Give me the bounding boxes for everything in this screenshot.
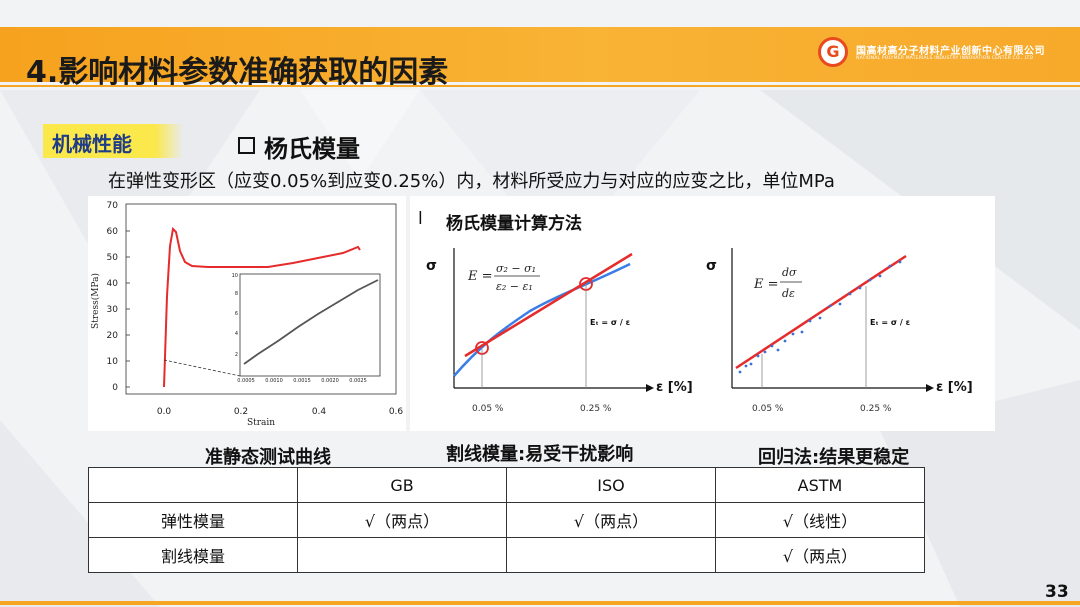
table-cell	[506, 537, 716, 573]
inset-plot: 2 4 6 8 10 0.0005 0.0010 0.0015 0.0020 0…	[232, 273, 381, 384]
inset-ytick-2: 2	[235, 352, 238, 358]
section-tag-bg	[43, 124, 183, 158]
ytick-10: 10	[107, 357, 119, 367]
table-row: 弹性模量 √（两点） √（两点） √（线性）	[88, 502, 925, 538]
description-text: 在弹性变形区（应变0.05%到应变0.25%）内，材料所受应力与对应的应变之比，…	[108, 171, 835, 192]
inset-ytick-10: 10	[232, 273, 238, 279]
inset-xtick-3: 0.0015	[293, 378, 311, 384]
row-label: 割线模量	[88, 537, 298, 573]
standards-table: GB ISO ASTM 弹性模量 √（两点） √（两点） √（线性） 割线模量 …	[88, 467, 925, 573]
inset-xtick-2: 0.0010	[265, 378, 283, 384]
figure-title: 杨氏模量计算方法	[446, 214, 582, 234]
tick-025-2: 0.25 %	[860, 404, 892, 414]
svg-text:σ₂ − σ₁: σ₂ − σ₁	[496, 262, 536, 275]
header-cell-gb: GB	[297, 467, 507, 503]
header-cell-blank	[88, 467, 298, 503]
ytick-60: 60	[107, 227, 119, 237]
company-name-en: NATIONAL POLYMER MATERIALS INDUSTRY INNO…	[856, 56, 1034, 61]
ytick-50: 50	[107, 253, 119, 263]
xtick-0.0: 0.0	[157, 407, 172, 417]
inset-ytick-4: 4	[235, 331, 238, 337]
relation-label-1: Eₜ = σ / ε	[590, 318, 630, 327]
checkbox-square-icon	[238, 137, 255, 154]
regression-line	[735, 254, 907, 370]
stress-strain-figure: 0 10 20 30 40 50 60 70 0.0 0.2 0.4 0.6 S…	[88, 196, 406, 431]
inset-ytick-8: 8	[235, 291, 238, 297]
tick-005-1: 0.05 %	[472, 404, 504, 414]
table-cell: √（线性）	[715, 502, 925, 538]
ytick-20: 20	[107, 331, 119, 341]
caption-right: 回归法:结果更稳定	[758, 447, 910, 468]
row-label: 弹性模量	[88, 502, 298, 538]
section-subtitle: 杨氏模量	[264, 135, 360, 163]
caption-left: 准静态测试曲线	[205, 447, 331, 468]
header-divider	[0, 85, 1080, 87]
xtick-0.6: 0.6	[389, 407, 404, 417]
modulus-methods-figure: σ ε [%] E = σ₂ − σ₁ ε₂ − ε₁ Eₜ = σ / ε 0…	[410, 196, 995, 431]
strain-axis-label-2: ε [%]	[936, 380, 973, 395]
table-cell	[297, 537, 507, 573]
caption-middle: 割线模量:易受干扰影响	[446, 444, 634, 465]
ytick-70: 70	[107, 201, 119, 211]
company-logo-icon: G	[818, 37, 848, 67]
y-axis-label: Stress(MPa)	[90, 273, 101, 329]
header-cell-astm: ASTM	[715, 467, 925, 503]
sigma-label-2: σ	[706, 258, 717, 274]
svg-text:E =: E =	[753, 277, 779, 292]
table-row: 割线模量 √（两点）	[88, 537, 925, 573]
svg-text:dε: dε	[782, 287, 795, 300]
inset-xtick-5: 0.0025	[349, 378, 367, 384]
sigma-label-1: σ	[426, 258, 437, 274]
xtick-0.4: 0.4	[312, 407, 327, 417]
header-bar	[0, 27, 1080, 82]
inset-curve	[243, 279, 379, 365]
company-name-cn: 国高材高分子材料产业创新中心有限公司	[856, 46, 1045, 57]
svg-text:E =: E =	[467, 269, 493, 284]
blue-material-curve	[453, 262, 631, 377]
tick-025-1: 0.25 %	[580, 404, 612, 414]
secant-diagram: σ ε [%] E = σ₂ − σ₁ ε₂ − ε₁ Eₜ = σ / ε 0…	[426, 248, 693, 414]
inset-ytick-6: 6	[235, 311, 238, 317]
footer-divider	[0, 601, 1080, 605]
regression-diagram: σ ε [%] E = dσ dε Eₜ = σ / ε 0.05 %	[706, 248, 973, 414]
ytick-40: 40	[107, 279, 119, 289]
ytick-0: 0	[112, 383, 118, 393]
table-header-row: GB ISO ASTM	[88, 467, 925, 503]
table-cell: √（两点）	[506, 502, 716, 538]
stress-strain-curve	[163, 226, 361, 388]
strain-axis-label-1: ε [%]	[656, 380, 693, 395]
tick-005-2: 0.05 %	[752, 404, 784, 414]
table-cell: √（两点）	[297, 502, 507, 538]
ytick-30: 30	[107, 305, 119, 315]
page-number: 33	[1045, 582, 1069, 602]
inset-xtick-4: 0.0020	[321, 378, 339, 384]
plot-frame	[125, 203, 397, 395]
x-axis-label: Strain	[247, 418, 275, 428]
figure-bullet: l	[418, 209, 423, 229]
svg-text:ε₂ − ε₁: ε₂ − ε₁	[496, 280, 533, 293]
page-title: 4.影响材料参数准确获取的因素	[26, 55, 449, 90]
scatter-points	[738, 260, 902, 374]
table-cell: √（两点）	[715, 537, 925, 573]
inset-xtick-1: 0.0005	[237, 378, 255, 384]
relation-label-2: Eₜ = σ / ε	[870, 318, 910, 327]
section-tag: 机械性能	[52, 132, 132, 156]
svg-text:dσ: dσ	[782, 266, 797, 279]
header-cell-iso: ISO	[506, 467, 716, 503]
secant-line	[464, 252, 633, 358]
xtick-0.2: 0.2	[234, 407, 248, 417]
